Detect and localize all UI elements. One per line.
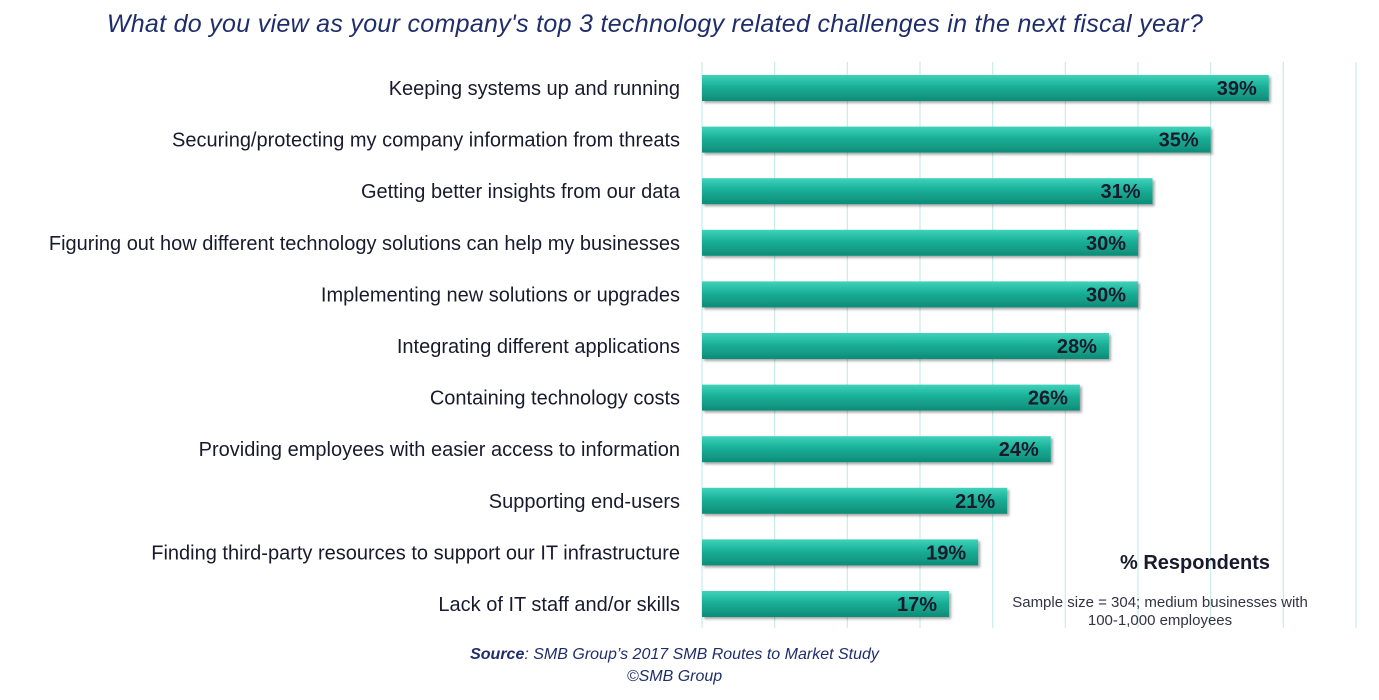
category-label: Integrating different applications — [397, 336, 680, 358]
value-label: 28% — [1057, 336, 1097, 358]
sample-size-note: Sample size = 304; medium businesses wit… — [1012, 594, 1308, 629]
bars — [702, 75, 1269, 617]
value-labels: 39% 35% 31% 30% 30% 28% 26% 24% 21% 19% 17% — [897, 78, 1257, 616]
value-label: 26% — [1028, 388, 1068, 410]
value-label: 19% — [926, 542, 966, 564]
source-citation: Source: SMB Group’s 2017 SMB Routes to M… — [0, 646, 1349, 664]
value-label: 31% — [1101, 181, 1141, 203]
value-label: 30% — [1086, 284, 1126, 306]
bar-chart: Keeping systems up and running Securing/p… — [49, 62, 1357, 628]
bar — [702, 178, 1153, 205]
category-labels: Keeping systems up and running Securing/p… — [49, 78, 681, 616]
category-label: Securing/protecting my company informati… — [172, 130, 680, 152]
value-label: 35% — [1159, 130, 1199, 152]
source-prefix: Source — [470, 646, 525, 663]
bar — [702, 75, 1269, 101]
category-label: Implementing new solutions or upgrades — [321, 284, 680, 306]
chart-title: What do you view as your company's top 3… — [106, 10, 1204, 38]
bar — [702, 539, 979, 566]
bar — [702, 333, 1109, 359]
value-label: 24% — [999, 439, 1039, 461]
bar — [702, 384, 1080, 411]
bar — [702, 229, 1138, 256]
bar — [702, 591, 950, 617]
value-label: 17% — [897, 594, 937, 616]
category-label: Figuring out how different technology so… — [49, 233, 680, 255]
value-label: 30% — [1086, 233, 1126, 255]
source-text: : SMB Group’s 2017 SMB Routes to Market … — [524, 646, 879, 663]
category-label: Lack of IT staff and/or skills — [438, 594, 680, 616]
category-label: Supporting end-users — [489, 491, 680, 513]
category-label: Keeping systems up and running — [389, 78, 680, 100]
category-label: Finding third-party resources to support… — [151, 542, 680, 564]
category-label: Getting better insights from our data — [361, 181, 681, 203]
category-label: Containing technology costs — [430, 388, 680, 410]
bar — [702, 436, 1051, 463]
bar — [702, 126, 1211, 153]
value-axis-label: % Respondents — [1119, 552, 1271, 574]
value-label: 39% — [1217, 78, 1257, 100]
bar — [702, 487, 1008, 514]
category-label: Providing employees with easier access t… — [199, 439, 680, 461]
value-label: 21% — [955, 491, 995, 513]
copyright: ©SMB Group — [626, 668, 723, 685]
bar — [702, 281, 1138, 308]
